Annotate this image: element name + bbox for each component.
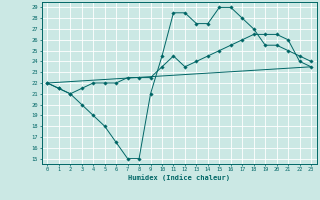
X-axis label: Humidex (Indice chaleur): Humidex (Indice chaleur) bbox=[128, 174, 230, 181]
